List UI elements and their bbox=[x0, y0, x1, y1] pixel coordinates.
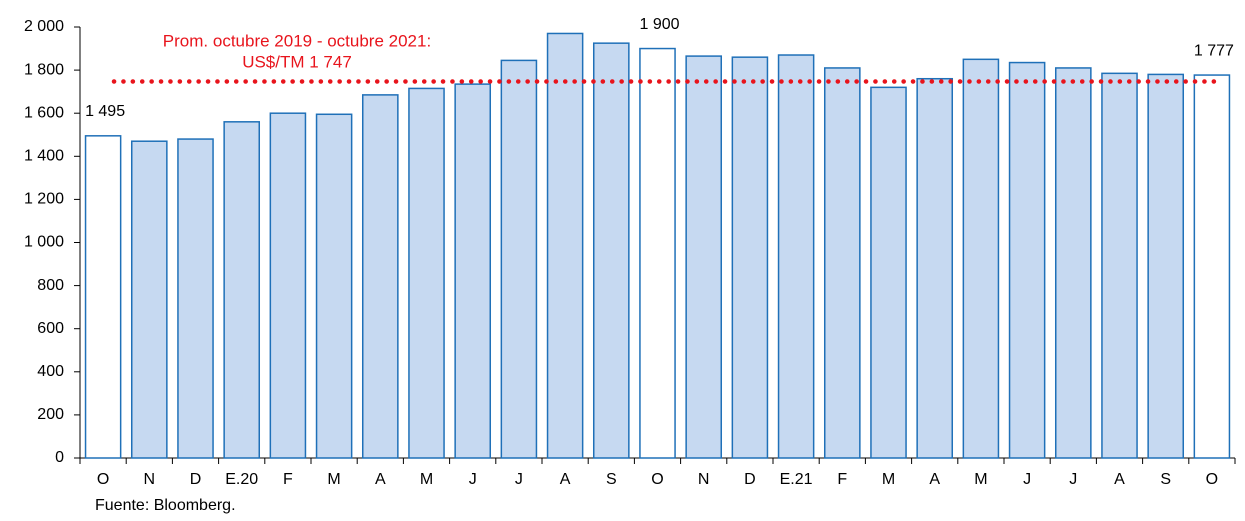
bar bbox=[685, 55, 723, 459]
bar bbox=[546, 32, 584, 459]
value-label: 1 495 bbox=[85, 103, 125, 120]
bar bbox=[408, 87, 445, 459]
x-tick-label: A bbox=[375, 471, 386, 488]
y-tick-label: 1 000 bbox=[24, 234, 64, 251]
value-label: 1 900 bbox=[639, 16, 679, 33]
x-tick-label: F bbox=[837, 471, 847, 488]
reference-label: US$/TM 1 747 bbox=[242, 52, 352, 71]
bar bbox=[315, 113, 353, 459]
x-tick-label: M bbox=[974, 471, 987, 488]
y-tick-label: 1 600 bbox=[24, 104, 64, 121]
value-label: 1 777 bbox=[1194, 42, 1234, 59]
bar bbox=[361, 94, 399, 459]
bar bbox=[130, 140, 168, 459]
x-tick-label: D bbox=[744, 471, 756, 488]
x-tick-label: J bbox=[1023, 471, 1031, 488]
x-tick-label: J bbox=[1069, 471, 1077, 488]
bar bbox=[962, 58, 1000, 459]
y-tick-label: 2 000 bbox=[24, 18, 64, 35]
bar bbox=[1193, 74, 1231, 459]
x-tick-label: E.20 bbox=[225, 471, 258, 488]
y-tick-label: 1 400 bbox=[24, 148, 64, 165]
x-tick-label: S bbox=[606, 471, 617, 488]
y-tick-label: 400 bbox=[37, 363, 64, 380]
x-tick-label: A bbox=[929, 471, 940, 488]
bar bbox=[1147, 73, 1185, 459]
x-tick-label: M bbox=[327, 471, 340, 488]
x-tick-label: M bbox=[420, 471, 433, 488]
y-tick-label: 600 bbox=[37, 320, 64, 337]
bar bbox=[1008, 61, 1046, 459]
x-tick-label: S bbox=[1160, 471, 1171, 488]
x-tick-label: O bbox=[1206, 471, 1218, 488]
x-tick-label: O bbox=[651, 471, 663, 488]
y-tick-label: 800 bbox=[37, 277, 64, 294]
bar bbox=[500, 59, 538, 459]
reference-label: Prom. octubre 2019 - octubre 2021: bbox=[163, 31, 431, 50]
x-tick-label: M bbox=[882, 471, 895, 488]
x-tick-label: N bbox=[144, 471, 156, 488]
x-tick-label: E.21 bbox=[780, 471, 813, 488]
x-tick-label: A bbox=[560, 471, 571, 488]
x-tick-label: A bbox=[1114, 471, 1125, 488]
bar bbox=[454, 83, 492, 459]
bar bbox=[177, 138, 214, 459]
bar bbox=[916, 77, 954, 459]
bar bbox=[823, 67, 861, 459]
x-tick-label: D bbox=[190, 471, 202, 488]
x-tick-label: O bbox=[97, 471, 109, 488]
x-tick-label: J bbox=[469, 471, 477, 488]
bar bbox=[592, 42, 630, 459]
bar bbox=[84, 135, 122, 459]
x-tick-label: N bbox=[698, 471, 710, 488]
bar bbox=[777, 54, 815, 459]
x-tick-label: J bbox=[515, 471, 523, 488]
bar bbox=[639, 47, 676, 459]
x-tick-label: F bbox=[283, 471, 293, 488]
source-note: Fuente: Bloomberg. bbox=[95, 497, 236, 514]
y-tick-label: 1 800 bbox=[24, 61, 64, 78]
y-tick-label: 0 bbox=[55, 449, 64, 466]
y-tick-label: 1 200 bbox=[24, 191, 64, 208]
bar bbox=[870, 86, 907, 459]
bar bbox=[1101, 72, 1138, 459]
bar bbox=[223, 121, 261, 459]
bar bbox=[1054, 67, 1092, 459]
bar bbox=[269, 112, 307, 459]
y-tick-label: 200 bbox=[37, 406, 64, 423]
bar bbox=[731, 56, 769, 459]
